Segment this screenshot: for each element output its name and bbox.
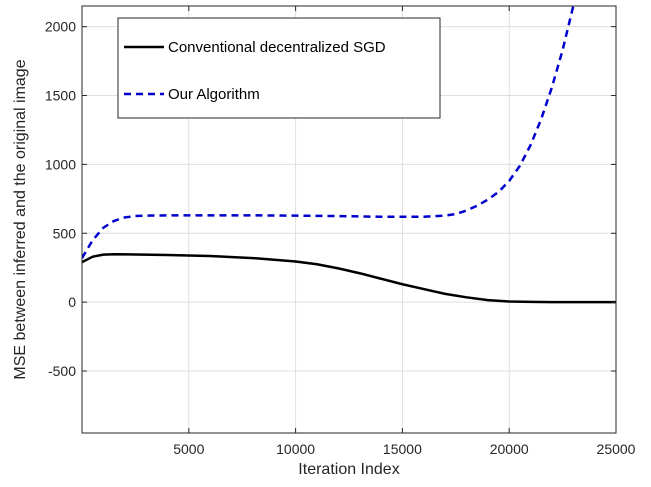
legend: Conventional decentralized SGD Our Algor…	[117, 17, 441, 119]
x-tick-label: 20000	[490, 441, 529, 457]
legend-label-our-algorithm: Our Algorithm	[168, 86, 260, 103]
y-tick-label: -500	[48, 363, 76, 379]
y-tick-label: 1500	[45, 88, 76, 104]
y-tick-label: 2000	[45, 19, 76, 35]
plot-frame	[81, 5, 617, 434]
y-axis-label: MSE between inferred and the original im…	[12, 59, 29, 379]
x-tick-label: 10000	[276, 441, 315, 457]
series-line-1	[82, 6, 575, 259]
y-tick-label: 500	[53, 225, 77, 241]
x-tick-label: 5000	[173, 441, 204, 457]
y-tick-label: 1000	[45, 156, 76, 172]
x-tick-label: 15000	[383, 441, 422, 457]
y-tick-label: 0	[68, 294, 76, 310]
series-group	[82, 6, 616, 304]
series-line-0	[82, 252, 616, 304]
tick-labels: 5000 10000 15000 20000 25000 -500 0 500 1000 1500…	[45, 19, 636, 457]
ticks	[82, 6, 617, 433]
x-axis-label: Iteration Index	[298, 461, 399, 478]
x-tick-label: 25000	[597, 441, 636, 457]
legend-label-sgd: Conventional decentralized SGD	[168, 39, 386, 56]
legend-box	[117, 17, 441, 119]
